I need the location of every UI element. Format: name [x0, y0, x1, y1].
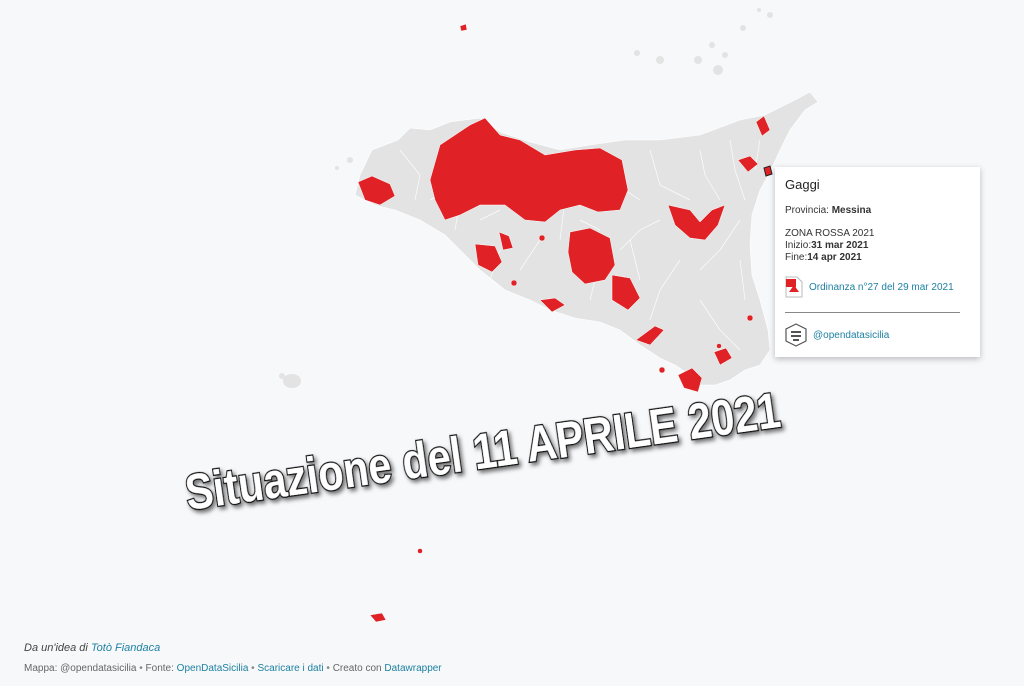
user-row: @opendatasicilia	[785, 323, 970, 347]
footer-idea: Da un'idea di Totò Fiandaca	[24, 642, 442, 654]
zona-rossa-coast-south	[539, 297, 566, 313]
zona-rossa-trapani-west	[357, 175, 396, 206]
ordinance-row: Ordinanza n°27 del 29 mar 2021	[785, 276, 970, 298]
download-data-link[interactable]: Scaricare i dati	[257, 663, 324, 674]
fine-label: Fine:	[785, 252, 808, 263]
provincia-label: Provincia:	[785, 205, 829, 216]
minor-islands	[279, 8, 773, 388]
separator: •	[251, 663, 255, 674]
source-label: Fonte:	[145, 663, 174, 674]
zona-rossa-catania	[737, 155, 759, 173]
zona-rossa-palermo-area	[429, 117, 629, 223]
provincia-value: Messina	[831, 205, 872, 216]
zona-rossa-enna	[667, 204, 726, 241]
source-link[interactable]: OpenDataSicilia	[176, 663, 249, 674]
map-credit: Mappa: @opendatasicilia	[24, 663, 137, 674]
tooltip-fine: Fine:14 apr 2021	[785, 252, 970, 264]
separator: •	[139, 663, 143, 674]
pdf-icon	[785, 276, 803, 298]
zona-rossa-messina	[755, 115, 771, 137]
zona-rossa-caltanissetta	[611, 274, 641, 311]
zona-rossa-areas	[357, 23, 773, 623]
zona-rossa-small-1	[498, 231, 514, 251]
tooltip-title: Gaggi	[785, 177, 820, 192]
opendatasicilia-logo-icon	[785, 323, 807, 347]
tooltip-divider	[785, 312, 960, 313]
footer-credits: Mappa: @opendatasicilia • Fonte: OpenDat…	[24, 663, 442, 674]
municipality-tooltip: Gaggi Provincia: Messina ZONA ROSSA 2021…	[775, 167, 980, 357]
datawrapper-link[interactable]: Datawrapper	[384, 663, 442, 674]
tooltip-zone: ZONA ROSSA 2021	[785, 228, 875, 239]
tooltip-provincia: Provincia: Messina	[785, 205, 970, 217]
ordinance-link[interactable]: Ordinanza n°27 del 29 mar 2021	[809, 281, 954, 293]
zona-rossa-center	[567, 227, 616, 285]
separator: •	[326, 663, 330, 674]
zona-rossa-siracusa	[713, 347, 733, 366]
created-label: Creato con	[332, 663, 382, 674]
idea-prefix: Da un'idea di	[24, 642, 88, 654]
inizio-value: 31 mar 2021	[811, 240, 869, 251]
inizio-label: Inizio:	[785, 240, 812, 251]
zona-rossa-ragusa	[677, 367, 703, 393]
user-link[interactable]: @opendatasicilia	[813, 329, 890, 341]
zona-rossa-gaggi	[763, 165, 773, 177]
idea-author-link[interactable]: Totò Fiandaca	[90, 642, 161, 654]
tooltip-inizio: Inizio:31 mar 2021	[785, 240, 970, 252]
zona-rossa-agrigento	[474, 243, 503, 273]
zona-rossa-gela	[635, 325, 665, 346]
fine-value: 14 apr 2021	[807, 252, 862, 263]
footer: Da un'idea di Totò Fiandaca Mappa: @open…	[24, 642, 442, 674]
